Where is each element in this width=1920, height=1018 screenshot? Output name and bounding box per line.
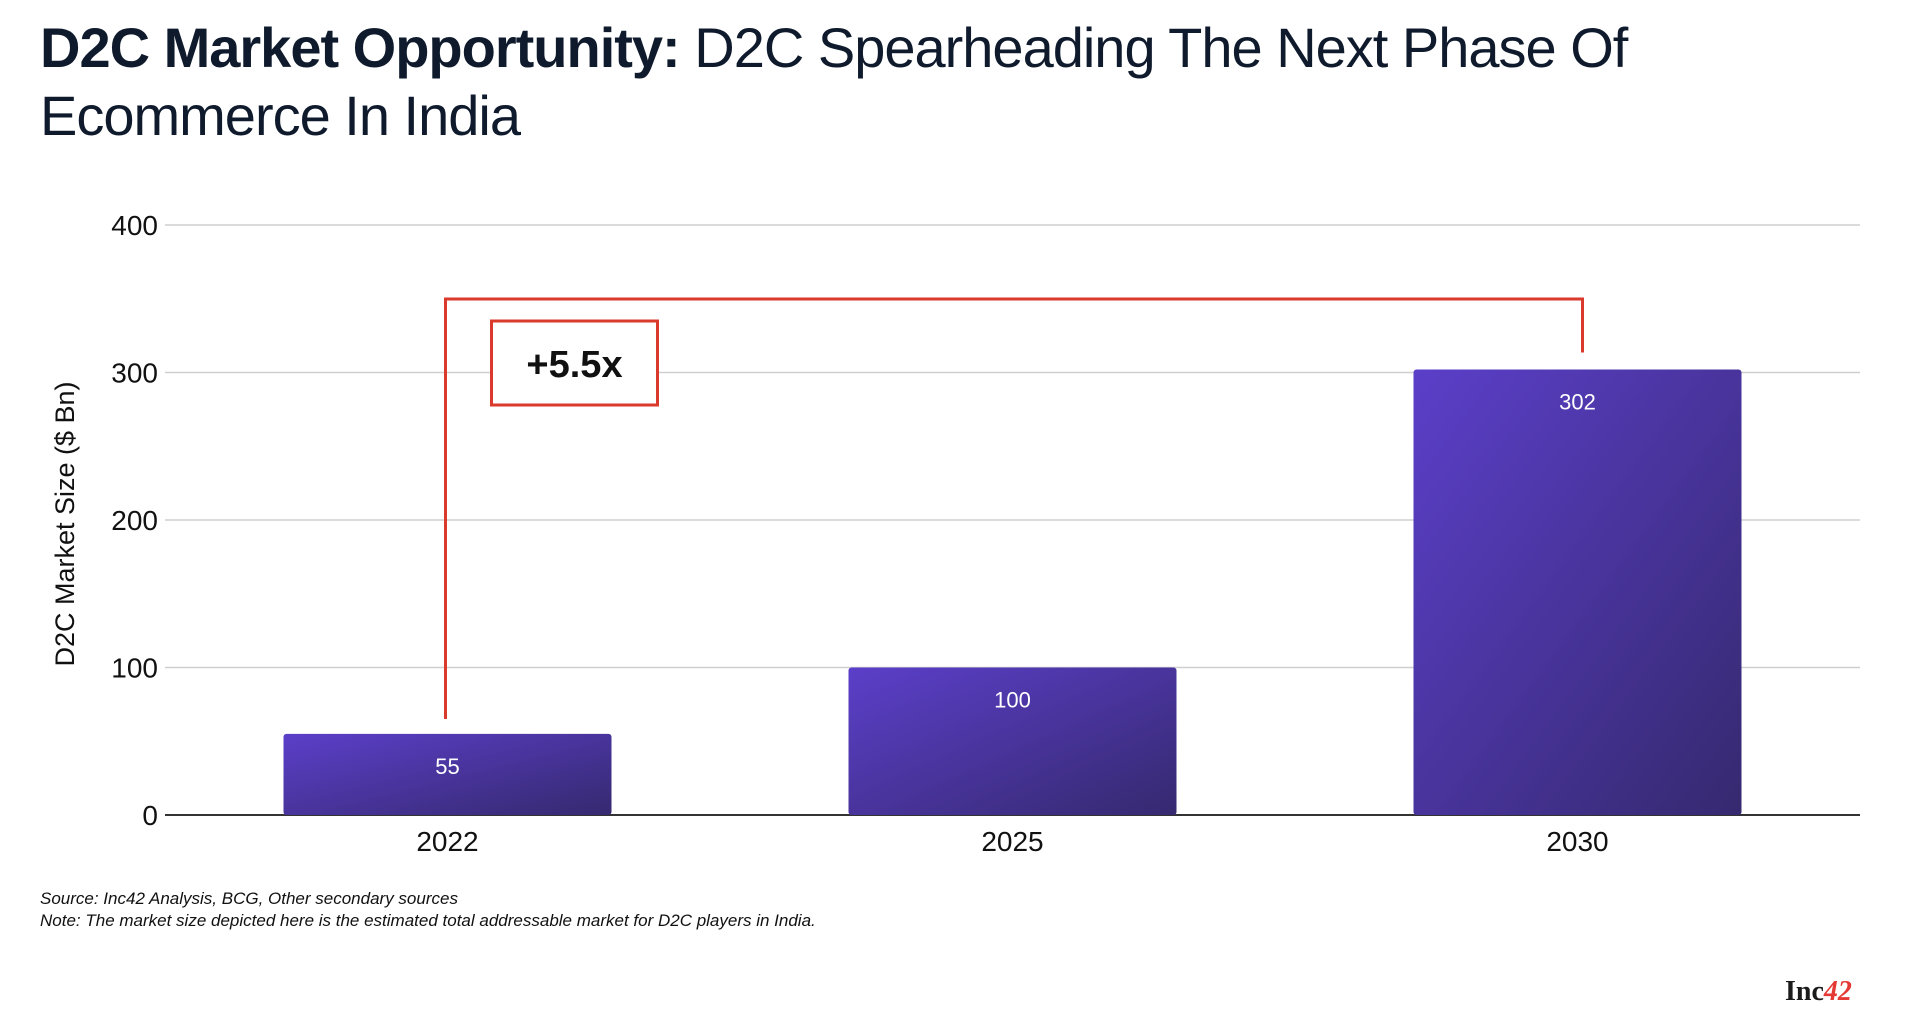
x-axis-ticks: 2022 2025 2030 [416,826,1608,857]
y-tick-label: 100 [111,653,158,684]
title-rest: D2C Spearheading The Next Phase Of Ecomm… [40,16,1628,147]
market-size-note: Note: The market size depicted here is t… [40,911,816,930]
title-bold: D2C Market Opportunity: [40,16,681,79]
bar-chart: 0 100 200 300 400 55 100 302 2022 2025 2030 +5.5… [50,210,1860,857]
inc42-logo: Inc42 [1785,976,1852,1008]
bar-2022 [283,733,612,815]
growth-box [490,319,659,407]
y-axis-ticks: 0 100 200 300 400 [111,210,158,831]
x-tick-label: 2022 [416,826,478,857]
logo-main: Inc [1785,976,1824,1007]
data-label-2030: 302 [1559,390,1596,415]
y-tick-label: 400 [111,210,158,241]
logo-accent: 42 [1823,976,1852,1007]
x-tick-label: 2025 [981,826,1043,857]
y-tick-label: 200 [111,505,158,536]
bars: 55 100 302 [283,369,1742,815]
page-title: D2C Market Opportunity: D2C Spearheading… [40,14,1880,150]
bar-2025 [848,667,1177,815]
x-tick-label: 2030 [1546,826,1608,857]
growth-bracket [444,297,1584,719]
y-tick-label: 0 [142,800,158,831]
growth-label: +5.5x [526,344,622,386]
y-tick-label: 300 [111,358,158,389]
footnotes: Source: Inc42 Analysis, BCG, Other secon… [40,888,816,932]
data-label-2025: 100 [994,688,1031,713]
y-axis-label: D2C Market Size ($ Bn) [50,381,80,666]
bar-2030 [1413,369,1742,815]
growth-annotation: +5.5x [444,297,1584,719]
source-note: Source: Inc42 Analysis, BCG, Other secon… [40,889,458,908]
data-label-2022: 55 [435,754,459,779]
